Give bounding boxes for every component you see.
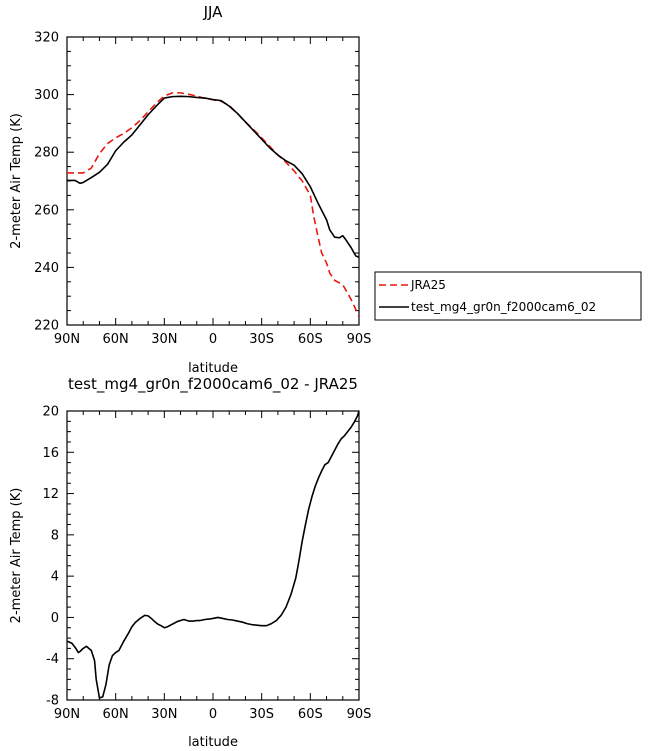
x-tick-label: 90N <box>54 707 80 722</box>
y-tick-label: 0 <box>51 611 59 626</box>
series-line-test-mg4-gr0n-f2000cam6-02 <box>67 95 359 259</box>
chart-title: test_mg4_gr0n_f2000cam6_02 - JRA25 <box>68 375 358 394</box>
legend-box <box>374 271 642 321</box>
y-tick-label: 280 <box>34 146 59 161</box>
x-tick-label: 60N <box>103 332 129 347</box>
y-axis-label: 2-meter Air Temp (K) <box>9 113 24 249</box>
x-tick-label: 60N <box>103 707 129 722</box>
y-tick-label: 240 <box>34 261 59 276</box>
y-tick-label: 16 <box>42 446 59 461</box>
chart-title: JJA <box>203 3 224 21</box>
y-tick-label: -8 <box>46 694 59 709</box>
y-tick-label: 300 <box>34 88 59 103</box>
difference-line <box>67 411 359 699</box>
plot-frame <box>66 410 360 701</box>
x-tick-label: 30N <box>151 707 177 722</box>
x-tick-label: 30N <box>151 332 177 347</box>
legend-label: JRA25 <box>410 278 446 292</box>
x-tick-label: 30S <box>249 707 274 722</box>
y-tick-label: 4 <box>51 570 59 585</box>
chart-1: JJA 220 240 260 280 300 320 90N 60N 30N 0 30S 60S 90S… <box>9 3 642 376</box>
x-axis-label: latitude <box>188 735 238 750</box>
y-axis-label: 2-meter Air Temp (K) <box>9 488 24 624</box>
x-tick-label: 90S <box>347 707 372 722</box>
legend: JRA25 test_mg4_gr0n_f2000cam6_02 <box>374 271 642 321</box>
y-tick-label: 260 <box>34 203 59 218</box>
y-tick-label: 8 <box>51 528 59 543</box>
x-tick-label: 0 <box>209 707 217 722</box>
x-axis-label: latitude <box>188 361 238 376</box>
legend-label: test_mg4_gr0n_f2000cam6_02 <box>411 300 596 314</box>
plot-frame <box>66 36 360 326</box>
x-tick-label: 90S <box>347 332 372 347</box>
y-tick-label: 12 <box>42 487 59 502</box>
x-tick-label: 30S <box>249 332 274 347</box>
x-tick-label: 0 <box>209 332 217 347</box>
y-tick-label: 20 <box>42 405 59 420</box>
y-tick-label: -4 <box>46 652 59 667</box>
y-tick-label: 320 <box>34 31 59 46</box>
chart-2: test_mg4_gr0n_f2000cam6_02 - JRA25 -8 -4 0 4… <box>9 375 371 750</box>
series-line-jra25 <box>67 92 359 317</box>
x-tick-label: 90N <box>54 332 80 347</box>
x-tick-label: 60S <box>298 332 323 347</box>
x-tick-label: 60S <box>298 707 323 722</box>
y-tick-label: 220 <box>34 319 59 334</box>
